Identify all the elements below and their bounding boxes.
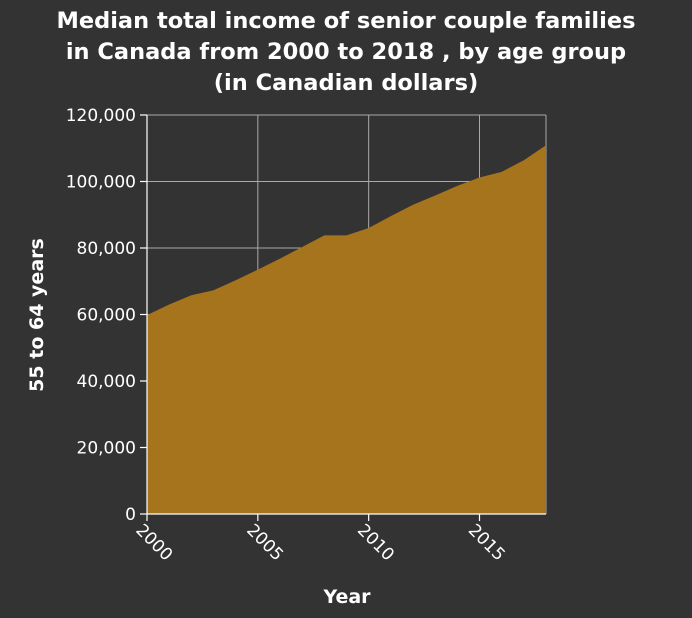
area-series bbox=[147, 145, 546, 514]
y-tick-label: 40,000 bbox=[77, 372, 136, 392]
chart-title-line-3: (in Canadian dollars) bbox=[214, 70, 479, 96]
y-axis-label: 55 to 64 years bbox=[26, 238, 48, 392]
y-tick-label: 100,000 bbox=[66, 173, 136, 193]
chart-title-line-1: Median total income of senior couple fam… bbox=[56, 8, 635, 34]
chart-title-line-2: in Canada from 2000 to 2018 , by age gro… bbox=[66, 39, 626, 65]
y-tick-label: 0 bbox=[125, 505, 136, 525]
y-tick-label: 60,000 bbox=[77, 306, 136, 326]
y-tick-label: 80,000 bbox=[77, 239, 136, 259]
x-axis-label: Year bbox=[322, 586, 371, 608]
y-tick-label: 120,000 bbox=[66, 106, 136, 126]
y-tick-label: 20,000 bbox=[77, 439, 136, 459]
